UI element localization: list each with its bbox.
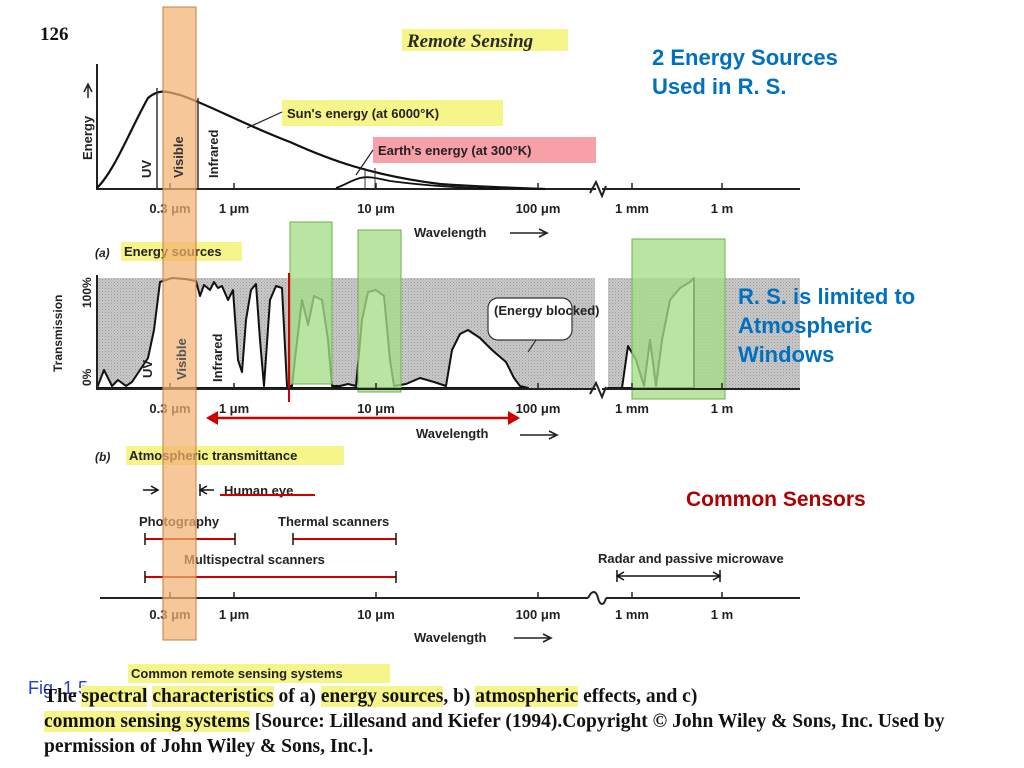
sun-energy-curve [96, 90, 546, 191]
xtick-label: 1 mm [615, 607, 649, 622]
caption-w4: of a) [278, 686, 316, 707]
atmospheric-windows [289, 221, 726, 400]
axis-break [589, 179, 607, 199]
xtick-label: 1 μm [219, 401, 249, 416]
page-number: 126 [40, 24, 69, 45]
panel-b-tag: (b) [95, 450, 110, 464]
callout-energy-line2: Used in R. S. [652, 74, 787, 99]
caption-heading-highlight [128, 664, 390, 683]
system-multispectral: Multispectral scanners [184, 552, 325, 567]
human-eye-range: Human eye [143, 483, 315, 498]
xtick-label: 10 μm [357, 607, 395, 622]
region-uv-b: UV [140, 360, 155, 378]
xtick-label: 1 mm [615, 401, 649, 416]
caption-w6: , b) [443, 686, 471, 707]
radar-range: Radar and passive microwave [598, 551, 784, 582]
sun-leader [246, 111, 283, 129]
window-span-arrow-left [206, 411, 218, 425]
callout-windows-line1: R. S. is limited to [738, 284, 916, 309]
earth-energy-curve [335, 176, 501, 190]
sensor-x-arrow [514, 633, 553, 643]
transmission-y-label: Transmission [51, 295, 65, 372]
xtick-label: 100 μm [516, 201, 561, 216]
caption-w2: spectral [81, 686, 148, 707]
panel-b-title: Atmospheric transmittance [129, 448, 297, 463]
sun-label-highlight [282, 100, 503, 126]
region-uv-a: UV [139, 160, 154, 178]
earth-leader [355, 149, 374, 176]
window-microwave [631, 238, 726, 400]
thermal-range: Thermal scanners [278, 514, 397, 545]
caption-w3: characteristics [152, 686, 274, 707]
caption-w1: The [44, 686, 77, 707]
energy-y-label: Energy [80, 115, 95, 160]
energy-blocked-label: (Energy blocked) [494, 303, 599, 318]
xtick-label: 1 μm [219, 201, 249, 216]
window-lwir [357, 229, 402, 393]
xtick-label: 1 m [711, 401, 733, 416]
xtick-label: 100 μm [516, 401, 561, 416]
caption-w5: energy sources [320, 686, 444, 707]
callout-windows-line3: Windows [738, 342, 835, 367]
callout-common-sensors: Common Sensors [686, 488, 866, 511]
figure-caption: The spectral characteristics of a) energ… [44, 684, 1004, 759]
transmission-x-label: Wavelength [416, 426, 489, 441]
ytick-100: 100% [80, 277, 94, 308]
region-visible-b: Visible [174, 338, 189, 380]
energy-blocked-bubble [487, 297, 573, 341]
caption-w10: [Source: Lillesand and Kiefer (1994).Cop… [44, 711, 945, 757]
callout-windows-line2: Atmospheric [738, 313, 873, 338]
xtick-label: 1 mm [615, 201, 649, 216]
callout-energy-line1: 2 Energy Sources [652, 45, 838, 70]
callout-energy-sources: 2 Energy Sources Used in R. S. [652, 43, 952, 101]
page-title: Remote Sensing [406, 31, 533, 52]
ytick-0: 0% [80, 368, 94, 386]
axis-break [587, 591, 607, 605]
window-span-arrow-right [508, 411, 520, 425]
axis-break [589, 380, 607, 400]
earth-energy-label: Earth's energy (at 300°K) [378, 143, 532, 158]
bubble-tail [527, 339, 537, 353]
region-ir-b: Infrared [210, 334, 225, 382]
caption-w8: effects, and c) [583, 686, 698, 707]
region-visible-a: Visible [171, 136, 186, 178]
callout-atmospheric-windows: R. S. is limited to Atmospheric Windows [738, 282, 1018, 369]
figure-label: Fig. 1.5 [28, 678, 89, 698]
sun-energy-label: Sun's energy (at 6000°K) [287, 106, 439, 121]
energy-y-arrow [83, 82, 93, 98]
window-mwir [289, 221, 333, 385]
caption-w7: atmospheric [475, 686, 579, 707]
title-highlight [402, 29, 568, 51]
system-radar: Radar and passive microwave [598, 551, 784, 566]
sensor-x-label: Wavelength [414, 630, 487, 645]
system-thermal-scanners: Thermal scanners [278, 514, 389, 529]
panel-a-tag: (a) [95, 246, 110, 260]
xtick-label: 1 m [711, 201, 733, 216]
energy-x-arrow [510, 228, 549, 238]
panel-c: Human eye Photography Thermal scanners M… [100, 483, 800, 645]
caption-w9: common sensing systems [44, 711, 250, 732]
transmission-x-arrow [520, 430, 559, 440]
xtick-label: 10 μm [357, 201, 395, 216]
region-ir-a: Infrared [206, 130, 221, 178]
xtick-label: 10 μm [357, 401, 395, 416]
caption-heading: Common remote sensing systems [131, 666, 343, 681]
xtick-label: 100 μm [516, 607, 561, 622]
panel-a: Energy UV Infrared Sun's energy (at 6000… [80, 64, 800, 261]
visible-band [162, 6, 197, 641]
xtick-label: 1 μm [219, 607, 249, 622]
xtick-label: 1 m [711, 607, 733, 622]
energy-x-label: Wavelength [414, 225, 487, 240]
earth-label-highlight [373, 137, 596, 163]
